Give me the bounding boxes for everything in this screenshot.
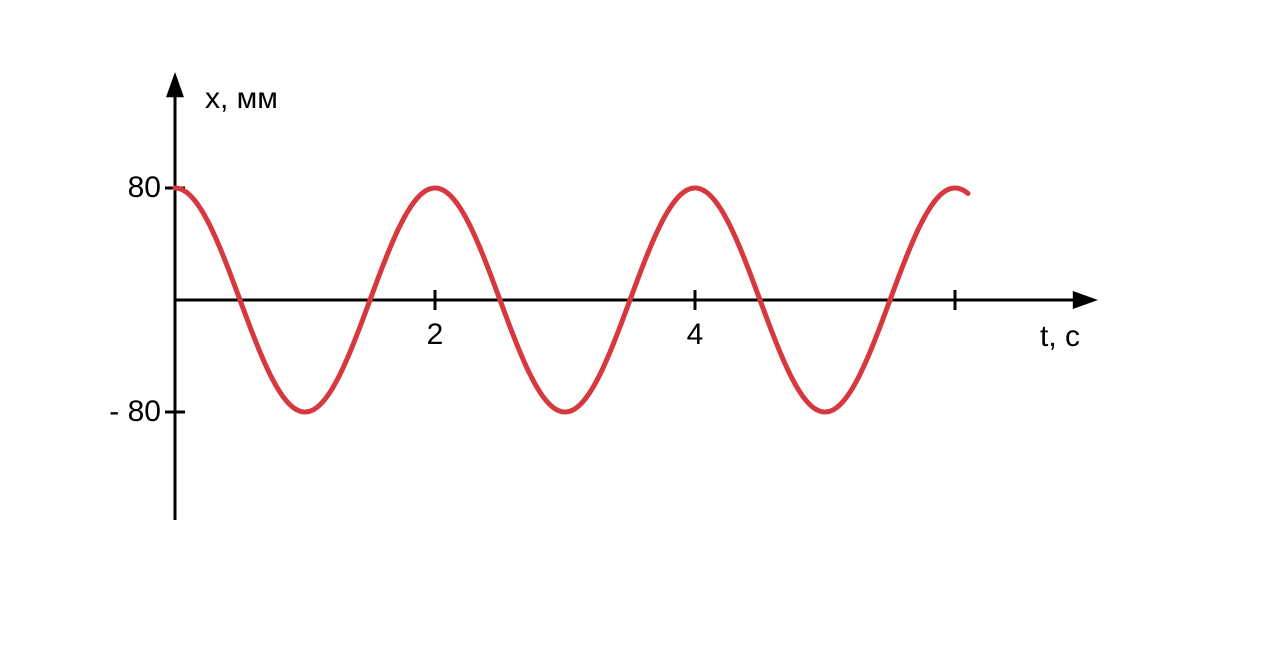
chart-svg (0, 0, 1278, 663)
x-axis-label: t, с (1040, 320, 1080, 354)
y-tick-label: - 80 (109, 395, 161, 429)
y-axis-label: х, мм (205, 82, 278, 116)
y-tick-label: 80 (128, 171, 161, 205)
oscillation-chart: х, мм t, с 2 4 80 - 80 (0, 0, 1278, 663)
x-tick-label: 4 (687, 318, 704, 352)
x-tick-label: 2 (427, 318, 444, 352)
